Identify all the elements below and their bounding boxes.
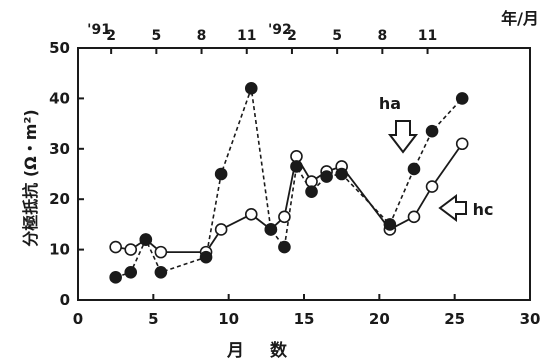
data-point-hc xyxy=(455,137,469,151)
x-tick-label: 25 xyxy=(444,310,465,328)
top-tick-label: 2 xyxy=(287,28,297,44)
data-point-ha xyxy=(335,167,348,181)
data-point-ha xyxy=(383,218,397,231)
top-tick-label: 5 xyxy=(332,28,342,44)
data-point-hc xyxy=(124,243,138,256)
series-markers xyxy=(109,82,469,284)
annotation-ha-label: ha xyxy=(379,94,401,113)
annotation-hc: hc xyxy=(438,194,494,222)
top-tick-label: 11 xyxy=(237,28,256,44)
data-point-ha xyxy=(425,124,439,138)
data-point-ha xyxy=(305,185,318,198)
series-line-hc xyxy=(115,143,463,254)
top-tick-label: 2 xyxy=(106,28,116,44)
annotation-ha: ha xyxy=(379,94,419,154)
data-point-ha xyxy=(109,271,122,284)
down-arrow-icon xyxy=(387,120,419,154)
x-tick-label: 30 xyxy=(520,310,541,328)
top-tick-label: 11 xyxy=(418,28,437,44)
data-point-ha xyxy=(154,265,168,279)
data-point-ha xyxy=(139,233,153,246)
data-point-hc xyxy=(407,210,421,224)
annotation-hc-label: hc xyxy=(473,200,494,219)
top-tick-label: 8 xyxy=(197,28,207,44)
data-point-ha xyxy=(124,265,138,279)
data-point-hc xyxy=(425,180,439,193)
data-point-ha xyxy=(214,167,228,181)
left-arrow-icon xyxy=(438,194,467,222)
y-tick-label: 40 xyxy=(49,89,70,107)
data-point-ha xyxy=(455,92,469,105)
data-point-hc xyxy=(214,223,228,236)
x-axis-label: 月 数 xyxy=(226,340,297,361)
y-tick-label: 20 xyxy=(49,190,70,208)
x-tick-label: 0 xyxy=(73,310,83,328)
top-tick-label: 8 xyxy=(377,28,387,44)
top-year-label: '91 xyxy=(87,22,111,38)
data-point-ha xyxy=(199,250,213,264)
y-tick-label: 0 xyxy=(60,291,70,309)
data-point-ha xyxy=(244,82,258,95)
y-tick-label: 50 xyxy=(49,39,70,57)
top-axis-unit-label: 年/月 xyxy=(501,9,539,28)
data-point-ha xyxy=(407,162,421,176)
data-point-hc xyxy=(154,245,168,259)
data-point-hc xyxy=(244,208,258,221)
y-axis-label: 分極抵抗 (Ω・m²) xyxy=(21,109,40,246)
data-point-ha xyxy=(278,240,291,254)
top-tick-label: 5 xyxy=(151,28,161,44)
data-point-ha xyxy=(320,170,333,183)
plot-frame xyxy=(77,47,531,301)
x-tick-label: 5 xyxy=(148,310,158,328)
x-tick-label: 15 xyxy=(294,310,315,328)
x-tick-label: 10 xyxy=(218,310,239,328)
y-tick-label: 10 xyxy=(49,241,70,259)
data-point-ha xyxy=(290,160,303,173)
y-tick-label: 30 xyxy=(49,140,70,158)
data-point-ha xyxy=(264,223,278,236)
x-tick-label: 20 xyxy=(369,310,390,328)
top-year-label: '92 xyxy=(268,22,292,38)
data-point-hc xyxy=(278,210,291,224)
data-point-hc xyxy=(109,240,122,254)
